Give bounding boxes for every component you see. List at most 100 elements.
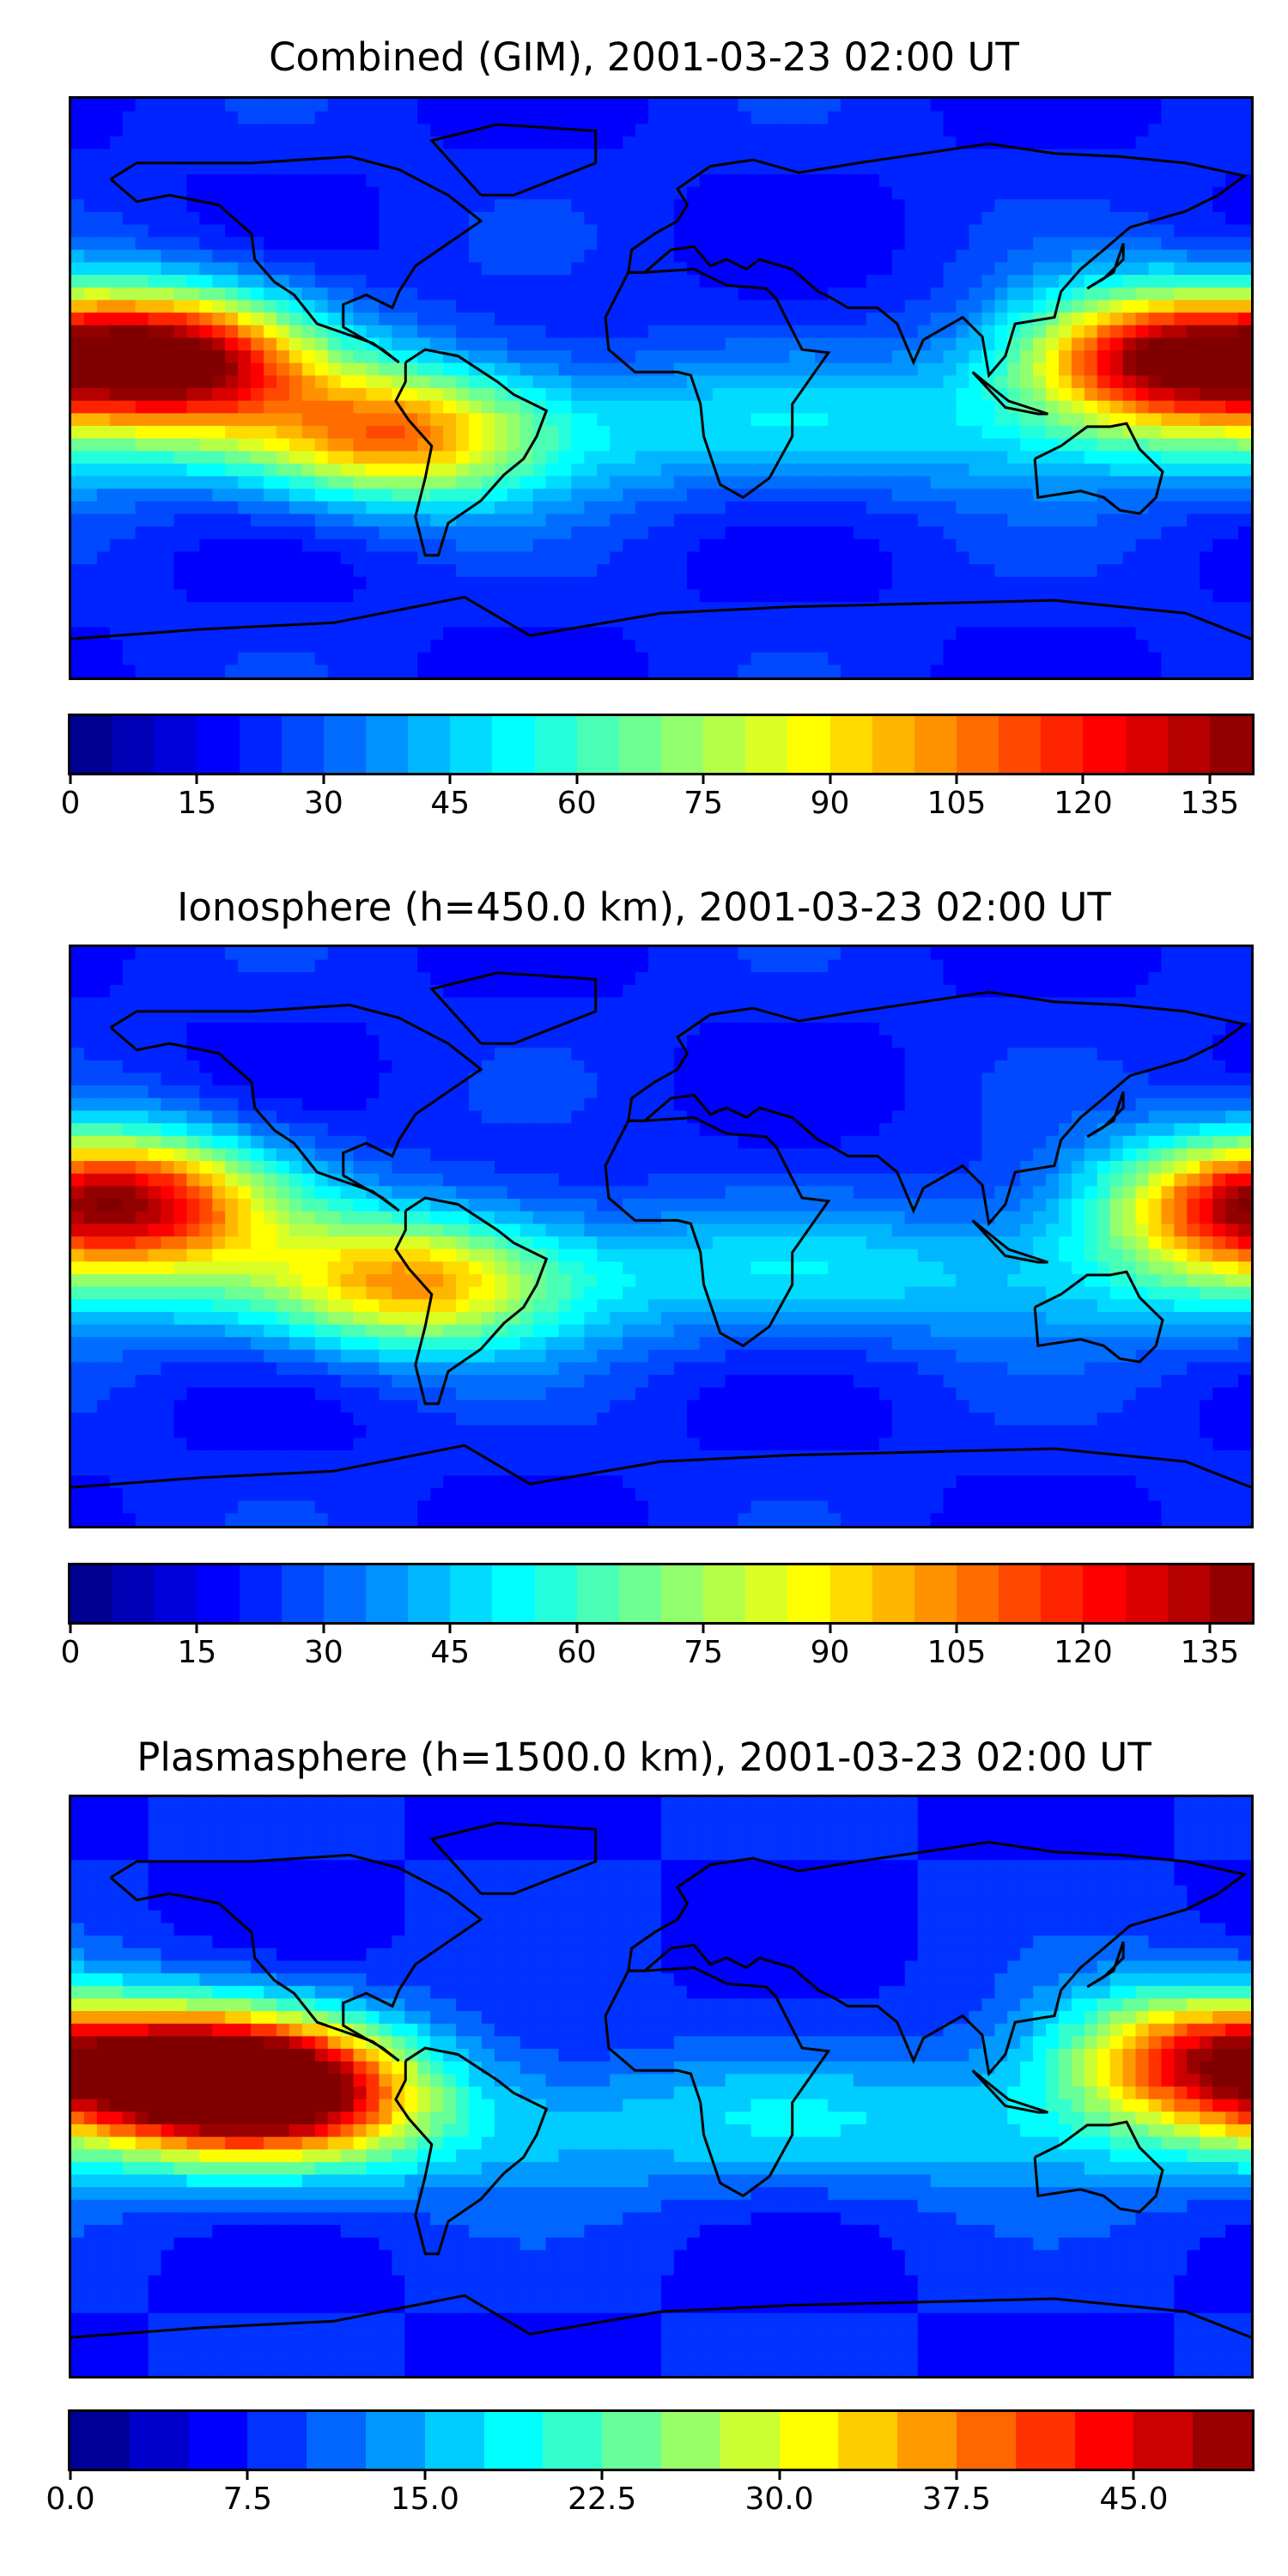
tec-cell	[148, 275, 162, 289]
tec-cell	[366, 211, 380, 226]
tec-cell	[238, 984, 252, 999]
tec-cell	[251, 589, 264, 603]
tec-cell	[417, 665, 431, 677]
tec-cell	[981, 501, 995, 515]
tec-cell	[891, 124, 906, 137]
tec-cell	[366, 149, 380, 162]
tec-cell	[917, 186, 932, 200]
tec-cell	[545, 526, 560, 540]
tec-cell	[212, 476, 226, 489]
tec-cell	[71, 275, 85, 289]
tec-cell	[584, 237, 598, 251]
tec-cell	[930, 627, 945, 641]
tec-cell	[930, 136, 945, 150]
tec-cell	[456, 275, 470, 289]
tec-cell	[571, 665, 585, 677]
tec-cell	[1122, 997, 1137, 1011]
tec-cell	[763, 997, 778, 1011]
tec-cell	[558, 589, 573, 603]
tec-cell	[1174, 614, 1188, 628]
tec-cell	[366, 589, 380, 603]
tec-cell	[392, 262, 405, 276]
tec-cell	[83, 513, 98, 527]
tec-cell	[519, 1010, 534, 1024]
tec-cell	[1020, 1010, 1034, 1024]
tec-cell	[725, 538, 739, 553]
tec-cell	[750, 413, 765, 427]
tec-cell	[545, 136, 560, 150]
tec-cell	[1097, 526, 1111, 540]
tec-cell	[238, 564, 252, 578]
tec-cell	[943, 136, 957, 150]
tec-cell	[802, 652, 816, 665]
tec-cell	[994, 501, 1008, 515]
tec-cell	[1046, 984, 1060, 999]
tec-cell	[83, 652, 98, 665]
tec-cell	[802, 640, 816, 653]
tec-cell	[802, 451, 816, 465]
tec-cell	[623, 300, 636, 313]
tec-cell	[930, 388, 945, 402]
tec-cell	[1007, 186, 1021, 200]
tec-cell	[251, 300, 264, 313]
tec-cell	[481, 513, 495, 527]
tec-cell	[122, 413, 137, 427]
tec-cell	[673, 337, 688, 351]
tec-cell	[1058, 173, 1072, 188]
tec-cell	[481, 325, 495, 338]
tec-cell	[712, 589, 726, 603]
tec-cell	[430, 665, 444, 677]
tec-cell	[1225, 313, 1239, 326]
tec-cell	[1174, 161, 1188, 175]
tec-cell	[1058, 984, 1072, 999]
tec-cell	[456, 451, 470, 465]
tec-cell	[1033, 375, 1047, 389]
tec-cell	[686, 337, 701, 351]
tec-cell	[379, 451, 392, 465]
tec-cell	[1033, 186, 1047, 200]
tec-cell	[597, 959, 611, 973]
tec-cell	[1033, 640, 1047, 653]
tec-cell	[648, 513, 662, 527]
tec-cell	[122, 325, 137, 338]
tec-cell	[340, 947, 355, 961]
tec-cell	[1109, 564, 1124, 578]
tec-cell	[353, 375, 368, 389]
tec-cell	[251, 211, 264, 226]
tec-cell	[1109, 526, 1124, 540]
tec-cell	[276, 602, 290, 616]
tec-cell	[1007, 237, 1021, 251]
tec-cell	[725, 1035, 739, 1048]
tec-cell	[238, 375, 252, 389]
tec-cell	[1174, 959, 1188, 973]
tec-cell	[1187, 947, 1200, 961]
tec-cell	[109, 451, 124, 465]
tec-cell	[1212, 476, 1226, 489]
tec-cell	[943, 489, 957, 502]
tec-cell	[417, 149, 431, 162]
tec-cell	[828, 362, 841, 376]
tec-cell	[854, 262, 867, 276]
tec-cell	[122, 463, 137, 477]
tec-cell	[763, 136, 778, 150]
tec-cell	[456, 602, 470, 616]
tec-cell	[1122, 959, 1137, 973]
tec-cell	[1097, 1022, 1111, 1036]
tec-cell	[1084, 652, 1098, 665]
tec-cell	[994, 640, 1008, 653]
tec-cell	[943, 211, 957, 226]
tec-cell	[635, 313, 649, 326]
tec-cell	[623, 99, 636, 112]
tec-cell	[238, 388, 252, 402]
tec-cell	[1135, 300, 1150, 313]
colorbar-segment	[914, 716, 957, 773]
tec-cell	[776, 972, 790, 986]
tec-cell	[815, 249, 829, 264]
tec-cell	[571, 249, 585, 264]
tec-cell	[750, 652, 765, 665]
tec-cell	[366, 300, 380, 313]
tec-cell	[930, 300, 945, 313]
tec-cell	[891, 375, 906, 389]
tec-cell	[1122, 451, 1137, 465]
tec-cell	[904, 551, 919, 565]
